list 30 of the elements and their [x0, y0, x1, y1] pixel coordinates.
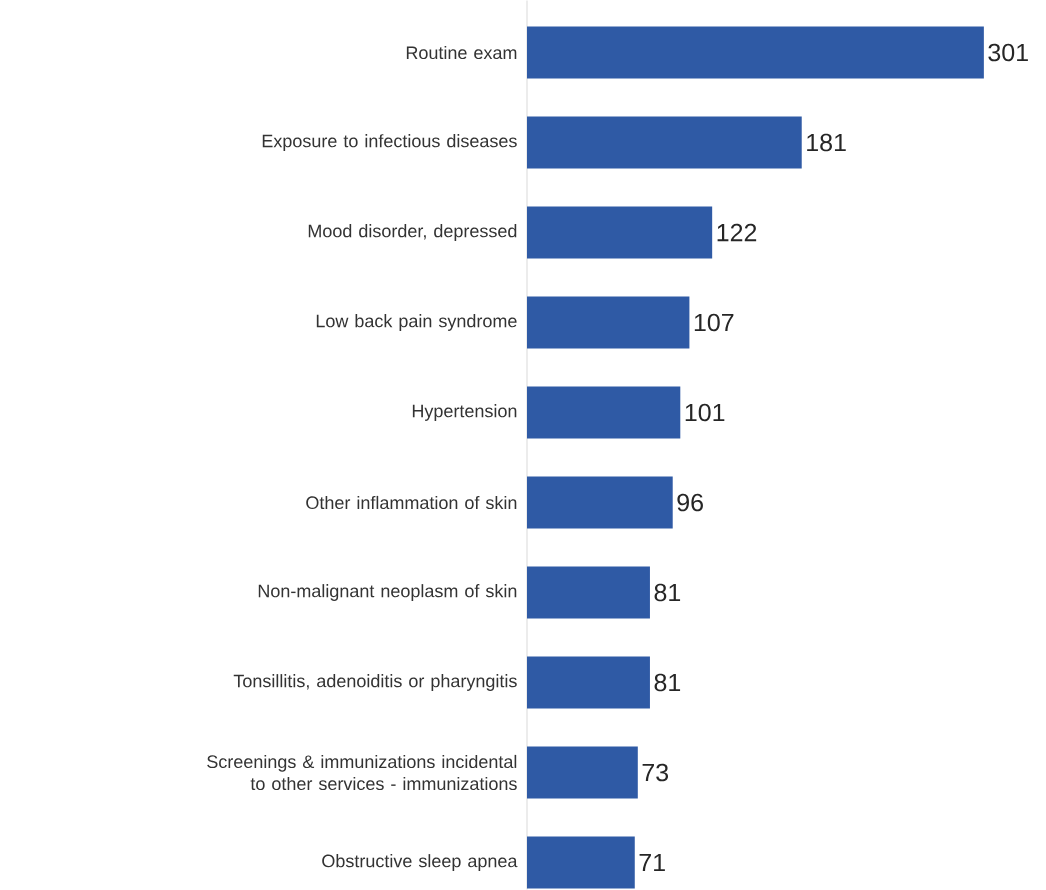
bar [527, 746, 638, 799]
data-label: 81 [654, 673, 681, 692]
data-label: 73 [642, 763, 669, 782]
data-label: 101 [685, 403, 725, 422]
bar [527, 116, 802, 169]
data-label: 181 [807, 133, 846, 152]
data-label: 81 [654, 583, 681, 602]
data-label: 122 [717, 223, 757, 242]
data-label: 301 [988, 43, 1028, 62]
y-tick-label: Tonsillitis, adenoiditis or pharyngitis [233, 674, 517, 691]
bar [527, 476, 673, 529]
y-tick-label: Hypertension [412, 404, 517, 421]
bar [527, 296, 690, 349]
y-tick-label: Routine exam [406, 45, 517, 60]
bar [527, 26, 984, 79]
data-label: 96 [677, 493, 703, 512]
y-tick-label: Exposure to infectious diseases [262, 134, 517, 151]
data-label: 107 [694, 313, 734, 332]
bar [527, 566, 650, 619]
data-label: 71 [639, 853, 665, 872]
bar [527, 206, 713, 259]
y-tick-label: Obstructive sleep apnea [322, 854, 518, 871]
bar [527, 656, 650, 709]
y-tick-label: Mood disorder, depressed [308, 224, 517, 241]
y-tick-label: Non-malignant neoplasm of skin [258, 584, 517, 601]
y-tick-label: Other inflammation of skin [306, 495, 517, 510]
y-tick-label: Screenings & immunizations incidental to other services - immunizations [207, 754, 517, 791]
bar [527, 836, 635, 889]
y-tick-label: Low back pain syndrome [316, 314, 517, 331]
bar [527, 386, 681, 439]
